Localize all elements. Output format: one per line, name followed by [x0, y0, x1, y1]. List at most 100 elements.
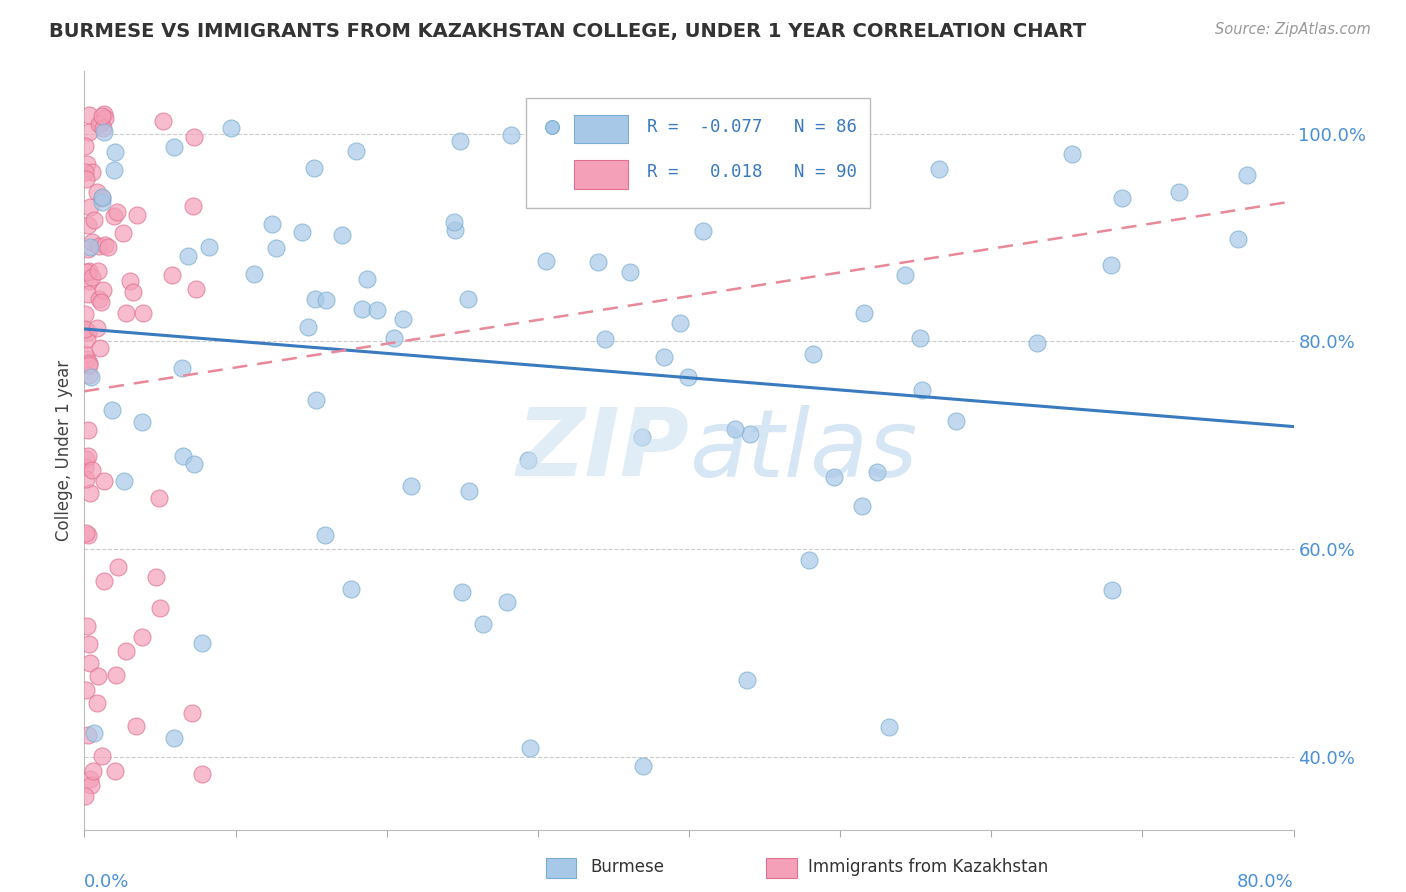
Point	[1101, 583, 1123, 598]
Point	[304, 292, 326, 306]
Point	[73, 139, 96, 153]
Point	[928, 161, 950, 176]
Point	[801, 346, 824, 360]
Point	[73, 165, 96, 179]
FancyBboxPatch shape	[574, 160, 628, 189]
Point	[582, 151, 605, 165]
Point	[75, 526, 97, 541]
Point	[399, 479, 422, 493]
Point	[534, 253, 557, 268]
Point	[450, 134, 472, 148]
Point	[823, 470, 845, 484]
Point	[82, 764, 104, 778]
Point	[243, 267, 266, 281]
Point	[633, 759, 655, 773]
Point	[692, 224, 714, 238]
Point	[111, 226, 134, 240]
Point	[314, 528, 336, 542]
Text: Source: ZipAtlas.com: Source: ZipAtlas.com	[1215, 22, 1371, 37]
Point	[852, 305, 875, 319]
Point	[177, 249, 200, 263]
Point	[76, 332, 98, 346]
Point	[471, 616, 494, 631]
Point	[163, 731, 186, 745]
Point	[103, 209, 125, 223]
Point	[80, 463, 103, 477]
Point	[76, 528, 98, 542]
Point	[91, 749, 114, 764]
Point	[676, 370, 699, 384]
Point	[198, 239, 221, 253]
Point	[172, 449, 194, 463]
Point	[125, 718, 148, 732]
Point	[851, 499, 873, 513]
Point	[457, 484, 479, 499]
Point	[302, 161, 325, 175]
Point	[77, 356, 100, 370]
Point	[131, 415, 153, 429]
Point	[76, 423, 98, 437]
Point	[76, 352, 98, 367]
Point	[80, 165, 103, 179]
Point	[86, 185, 108, 199]
Point	[75, 451, 97, 466]
Text: 0.0%: 0.0%	[84, 873, 129, 891]
Point	[451, 585, 474, 599]
Point	[89, 117, 111, 131]
Point	[183, 457, 205, 471]
Point	[668, 316, 690, 330]
Point	[631, 430, 654, 444]
Point	[131, 630, 153, 644]
Y-axis label: College, Under 1 year: College, Under 1 year	[55, 359, 73, 541]
Point	[163, 140, 186, 154]
Text: 80.0%: 80.0%	[1237, 873, 1294, 891]
Point	[79, 637, 101, 651]
Point	[145, 570, 167, 584]
Point	[83, 213, 105, 227]
Point	[152, 114, 174, 128]
Point	[90, 294, 112, 309]
Point	[104, 145, 127, 159]
Point	[707, 186, 730, 201]
Point	[77, 449, 100, 463]
Point	[652, 350, 675, 364]
Point	[86, 696, 108, 710]
Point	[593, 332, 616, 346]
Point	[340, 582, 363, 597]
Point	[79, 370, 101, 384]
Point	[444, 223, 467, 237]
Point	[87, 668, 110, 682]
Point	[107, 560, 129, 574]
Point	[93, 112, 115, 126]
Point	[87, 292, 110, 306]
Point	[344, 145, 367, 159]
Point	[866, 466, 889, 480]
Point	[115, 305, 138, 319]
Point	[1111, 191, 1133, 205]
Point	[495, 595, 517, 609]
Point	[93, 574, 115, 588]
Point	[103, 162, 125, 177]
Point	[76, 243, 98, 257]
Point	[516, 452, 538, 467]
Point	[79, 200, 101, 214]
Point	[75, 172, 97, 186]
Point	[79, 772, 101, 787]
Point	[93, 474, 115, 488]
Point	[75, 322, 97, 336]
Point	[91, 108, 114, 122]
Point	[457, 292, 479, 306]
Point	[90, 194, 112, 209]
Point	[183, 129, 205, 144]
Point	[79, 108, 101, 122]
Point	[181, 199, 204, 213]
FancyBboxPatch shape	[574, 114, 628, 144]
Point	[148, 491, 170, 505]
Point	[73, 307, 96, 321]
Point	[1167, 185, 1189, 199]
Point	[735, 673, 758, 687]
Point	[291, 225, 314, 239]
Point	[77, 274, 100, 288]
Point	[76, 619, 98, 633]
Point	[91, 283, 114, 297]
